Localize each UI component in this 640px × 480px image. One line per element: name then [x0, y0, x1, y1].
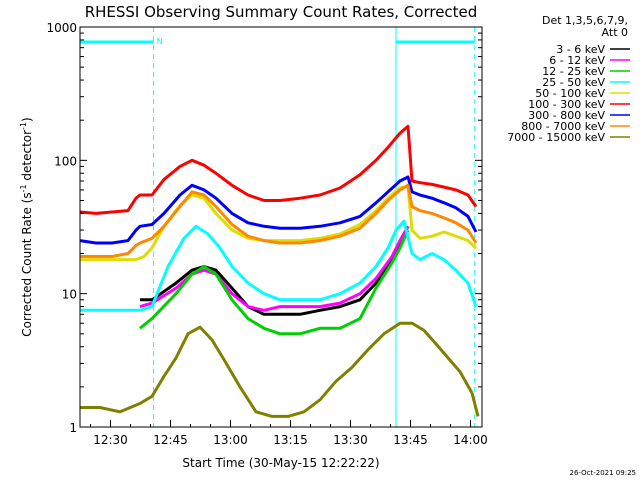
series-line-5 [79, 124, 478, 215]
legend-label-4: 50 - 100 keV [535, 87, 605, 100]
x-tick-label-6: 14:00 [453, 433, 488, 447]
legend-label-6: 300 - 800 keV [528, 109, 605, 122]
series-line-4 [80, 184, 478, 262]
y-tick-label-0: 1 [69, 421, 77, 435]
x-tick-label-3: 13:15 [273, 433, 308, 447]
series-line-3 [80, 219, 478, 312]
x-tick-label-2: 13:00 [213, 433, 248, 447]
chart-title: RHESSI Observing Summary Count Rates, Co… [85, 3, 478, 21]
legend-header-line1: Det 1,3,5,6,7,9, [542, 14, 628, 27]
series-line-2 [139, 229, 410, 336]
series-line-7 [80, 183, 478, 258]
x-tick-label-5: 13:45 [393, 433, 428, 447]
legend-header-line2: Att 0 [602, 26, 628, 39]
legend-label-2: 12 - 25 keV [542, 65, 605, 78]
series-line-6 [79, 175, 478, 245]
series-line-0 [140, 225, 410, 316]
y-tick-label-3: 1000 [46, 21, 77, 35]
axes: 12:30 12:45 13:00 13:15 13:30 13:45 14:00 1 10 10… [46, 21, 487, 447]
legend-label-3: 25 - 50 keV [542, 76, 605, 89]
plot-frame [79, 26, 483, 428]
legend-label-1: 6 - 12 keV [549, 54, 605, 67]
legend-label-0: 3 - 6 keV [556, 43, 605, 56]
plot-timestamp: 26-Oct-2021 09:25 [570, 469, 636, 477]
y-axis-label: Corrected Count Rate (s-1 detector-1) [19, 117, 34, 336]
x-tick-label-1: 12:45 [153, 433, 188, 447]
series-lines [79, 124, 480, 418]
y-tick-label-1: 10 [62, 288, 77, 302]
night-flag-label: N [157, 37, 163, 46]
x-tick-label-0: 12:30 [93, 433, 128, 447]
x-axis-label: Start Time (30-May-15 12:22:22) [182, 456, 379, 470]
legend-label-8: 7000 - 15000 keV [507, 131, 605, 144]
y-tick-label-2: 100 [54, 154, 77, 168]
x-tick-label-4: 13:30 [333, 433, 368, 447]
legend-label-7: 800 - 7000 keV [521, 120, 605, 133]
legend-label-5: 100 - 300 keV [528, 98, 605, 111]
series-line-8 [80, 321, 480, 418]
